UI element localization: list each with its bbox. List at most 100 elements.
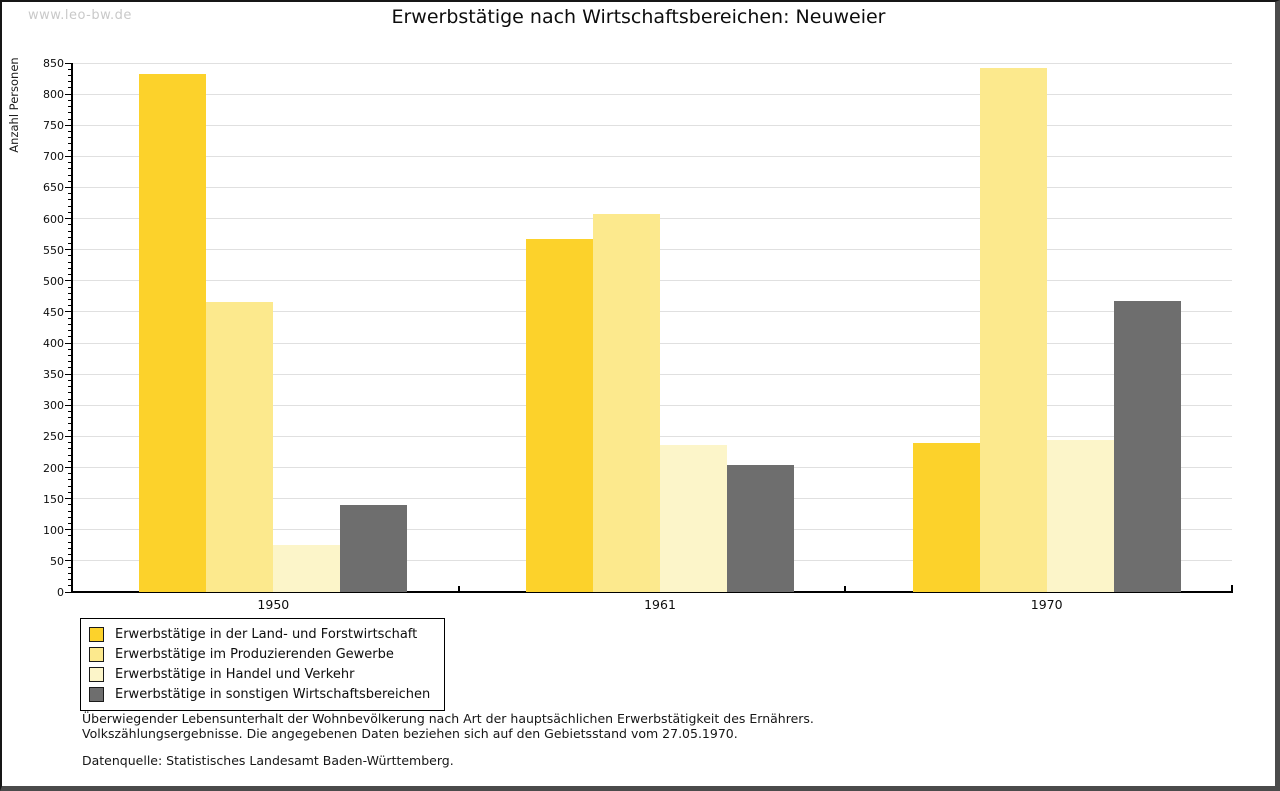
gridline — [72, 155, 1232, 157]
y-tick-label: 200 — [43, 461, 64, 475]
y-minor-tick — [68, 442, 72, 444]
legend-item-3: Erwerbstätige in Handel und Verkehr — [89, 664, 430, 684]
y-minor-tick — [68, 106, 72, 108]
legend-swatch-icon — [89, 666, 104, 682]
legend: Erwerbstätige in der Land- und Forstwirt… — [80, 618, 446, 711]
y-major-tick — [65, 435, 72, 437]
y-minor-tick — [68, 242, 72, 244]
y-minor-tick — [68, 541, 72, 543]
y-major-tick — [65, 280, 72, 282]
y-minor-tick — [68, 585, 72, 587]
y-major-tick — [65, 93, 72, 95]
bar-1970-series-1 — [912, 443, 980, 592]
y-minor-tick — [68, 336, 72, 338]
y-tick-label: 700 — [43, 150, 64, 164]
x-boundary-tick — [457, 586, 460, 592]
y-minor-tick — [68, 367, 72, 369]
y-minor-tick — [68, 305, 72, 307]
y-tick-label: 400 — [43, 337, 64, 351]
y-tick-label: 250 — [43, 430, 64, 444]
y-major-tick — [65, 529, 72, 531]
y-minor-tick — [68, 199, 72, 201]
bar-1961-series-3 — [660, 445, 727, 592]
y-minor-tick — [68, 485, 72, 487]
y-minor-tick — [68, 149, 72, 151]
y-minor-tick — [68, 230, 72, 232]
y-axis-line — [71, 63, 73, 593]
y-minor-tick — [68, 423, 72, 425]
bar-1970-series-3 — [1046, 440, 1114, 592]
watermark: www.leo-bw.de — [28, 8, 132, 23]
bar-1970-series-4 — [1113, 300, 1181, 592]
y-minor-tick — [68, 261, 72, 263]
footnote-line-2: Volkszählungsergebnisse. Die angegebenen… — [82, 726, 738, 741]
x-axis-line — [71, 591, 1233, 593]
y-tick-label: 750 — [43, 119, 64, 133]
x-boundary-tick — [844, 586, 847, 592]
x-category-label: 1950 — [257, 597, 290, 612]
y-axis-title: Anzahl Personen — [7, 57, 21, 153]
y-major-tick — [65, 373, 72, 375]
y-minor-tick — [68, 317, 72, 319]
y-minor-tick — [68, 99, 72, 101]
y-major-tick — [65, 249, 72, 251]
y-minor-tick — [68, 379, 72, 381]
y-minor-tick — [68, 74, 72, 76]
y-minor-tick — [68, 361, 72, 363]
footnote-line-1: Überwiegender Lebensunterhalt der Wohnbe… — [82, 711, 814, 726]
y-major-tick — [65, 560, 72, 562]
y-minor-tick — [68, 168, 72, 170]
gridline — [72, 62, 1232, 64]
y-minor-tick — [68, 504, 72, 506]
y-minor-tick — [68, 348, 72, 350]
y-minor-tick — [68, 224, 72, 226]
y-minor-tick — [68, 516, 72, 518]
y-major-tick — [65, 342, 72, 344]
legend-label: Erwerbstätige in sonstigen Wirtschaftsbe… — [115, 686, 431, 702]
y-tick-label: 850 — [43, 57, 64, 70]
bar-1950-series-3 — [273, 545, 341, 592]
legend-swatch-icon — [89, 626, 104, 642]
y-minor-tick — [68, 454, 72, 456]
y-minor-tick — [68, 547, 72, 549]
y-major-tick — [65, 218, 72, 220]
y-minor-tick — [68, 292, 72, 294]
x-category-label: 1961 — [644, 597, 676, 612]
y-minor-tick — [68, 81, 72, 83]
x-category-label: 1970 — [1030, 597, 1063, 612]
y-minor-tick — [68, 491, 72, 493]
y-minor-tick — [68, 448, 72, 450]
y-minor-tick — [68, 572, 72, 574]
y-minor-tick — [68, 554, 72, 556]
y-minor-tick — [68, 112, 72, 114]
y-tick-label: 650 — [43, 181, 64, 195]
bar-1961-series-4 — [727, 465, 794, 592]
y-tick-label: 450 — [43, 305, 64, 319]
x-end-tick — [1231, 585, 1233, 592]
y-minor-tick — [68, 523, 72, 525]
y-minor-tick — [68, 274, 72, 276]
y-minor-tick — [68, 68, 72, 70]
y-tick-label: 800 — [43, 88, 64, 102]
y-minor-tick — [68, 162, 72, 164]
y-minor-tick — [68, 137, 72, 139]
y-major-tick — [65, 404, 72, 406]
y-tick-label: 100 — [43, 523, 64, 537]
y-minor-tick — [68, 143, 72, 145]
bar-1950-series-1 — [139, 74, 207, 592]
y-major-tick — [65, 498, 72, 500]
y-minor-tick — [68, 510, 72, 512]
y-minor-tick — [68, 286, 72, 288]
y-minor-tick — [68, 566, 72, 568]
y-major-tick — [65, 311, 72, 313]
y-minor-tick — [68, 392, 72, 394]
y-major-tick — [65, 62, 72, 64]
bar-1950-series-2 — [206, 301, 274, 592]
y-minor-tick — [68, 205, 72, 207]
y-tick-label: 150 — [43, 492, 64, 506]
bar-1950-series-4 — [340, 504, 408, 592]
y-minor-tick — [68, 323, 72, 325]
y-minor-tick — [68, 386, 72, 388]
y-minor-tick — [68, 180, 72, 182]
